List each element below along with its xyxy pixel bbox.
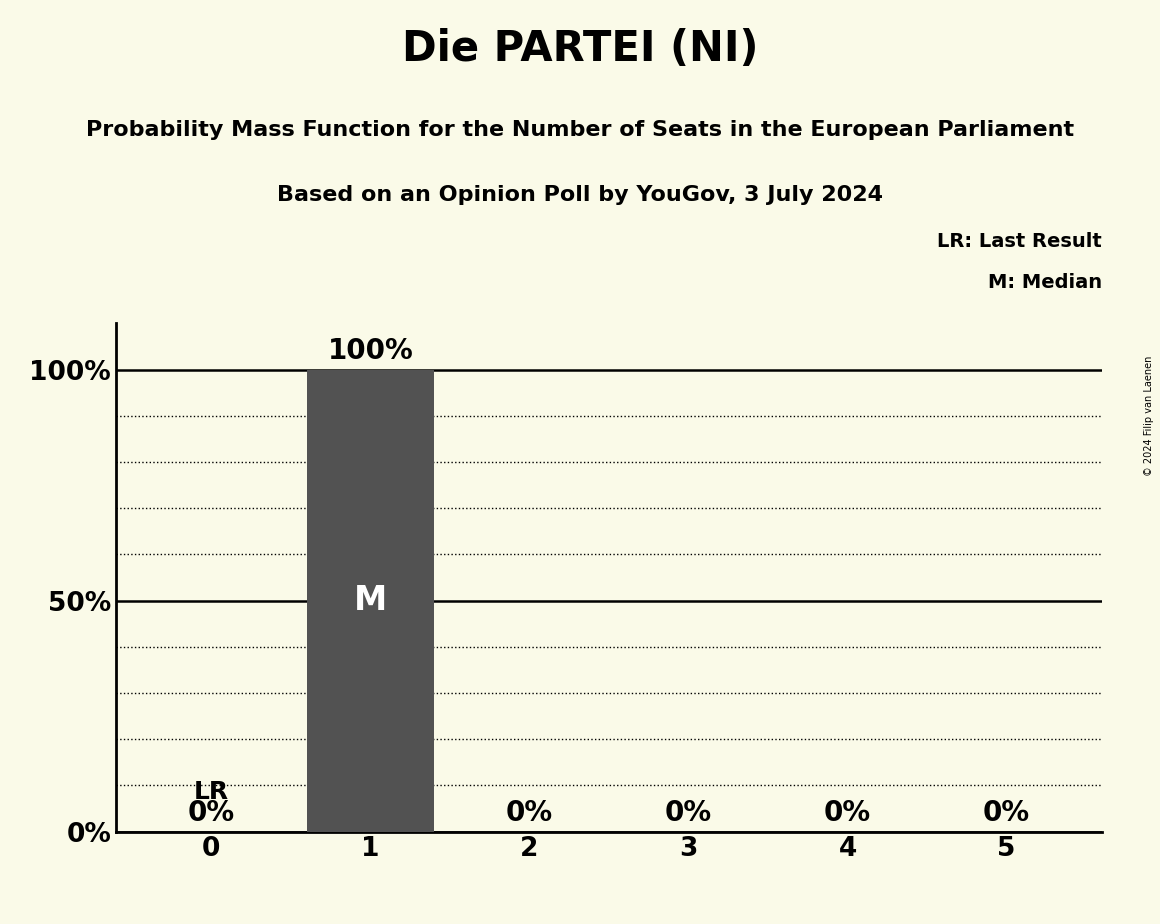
Text: LR: LR [194,780,229,804]
Text: Die PARTEI (NI): Die PARTEI (NI) [401,28,759,69]
Text: LR: Last Result: LR: Last Result [937,232,1102,251]
Text: © 2024 Filip van Laenen: © 2024 Filip van Laenen [1144,356,1154,476]
Text: Probability Mass Function for the Number of Seats in the European Parliament: Probability Mass Function for the Number… [86,120,1074,140]
Text: 100%: 100% [327,337,413,365]
Text: 0%: 0% [188,799,235,827]
Text: 0%: 0% [824,799,871,827]
Bar [307,370,434,832]
Text: 0%: 0% [665,799,712,827]
Text: 0%: 0% [983,799,1030,827]
Text: Based on an Opinion Poll by YouGov, 3 July 2024: Based on an Opinion Poll by YouGov, 3 Ju… [277,185,883,205]
Text: M: M [354,584,387,617]
Text: 0%: 0% [506,799,553,827]
Text: M: Median: M: Median [988,273,1102,292]
